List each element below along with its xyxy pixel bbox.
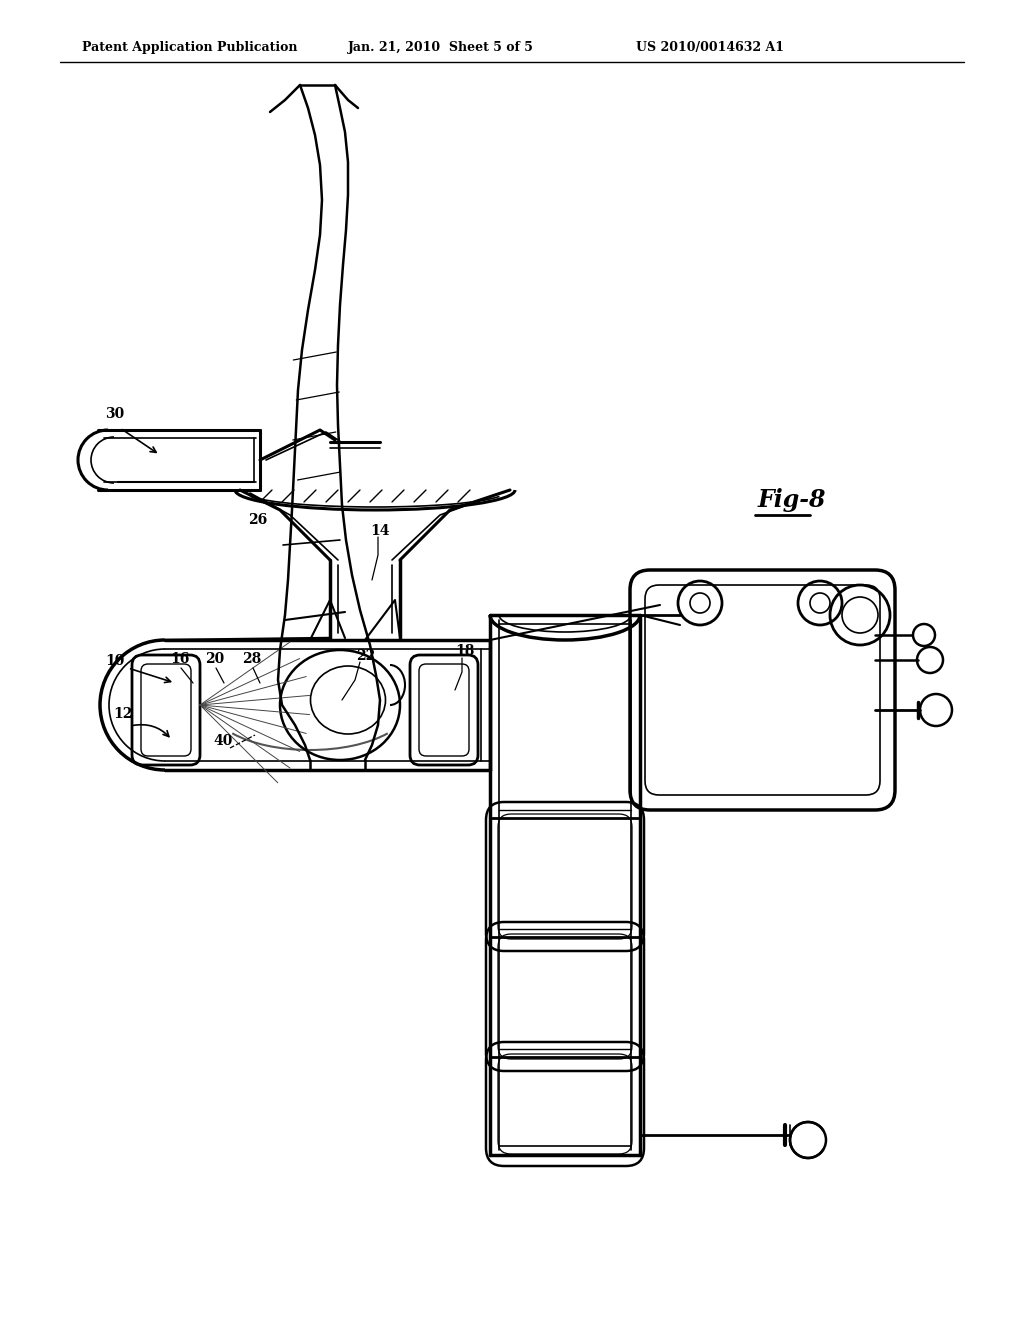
Text: 18: 18 [455,644,474,657]
Text: 26: 26 [248,513,267,527]
Text: Fig-8: Fig-8 [758,488,826,512]
Text: 40: 40 [213,734,232,748]
Text: 28: 28 [242,652,261,667]
Text: 22: 22 [356,649,375,663]
Text: 14: 14 [370,524,389,539]
Text: 30: 30 [105,407,124,421]
Text: US 2010/0014632 A1: US 2010/0014632 A1 [636,41,784,54]
Text: 10: 10 [105,653,124,668]
Text: 12: 12 [113,708,132,721]
Text: Patent Application Publication: Patent Application Publication [82,41,298,54]
Text: 20: 20 [205,652,224,667]
Text: 16: 16 [170,652,189,667]
Text: Jan. 21, 2010  Sheet 5 of 5: Jan. 21, 2010 Sheet 5 of 5 [348,41,534,54]
